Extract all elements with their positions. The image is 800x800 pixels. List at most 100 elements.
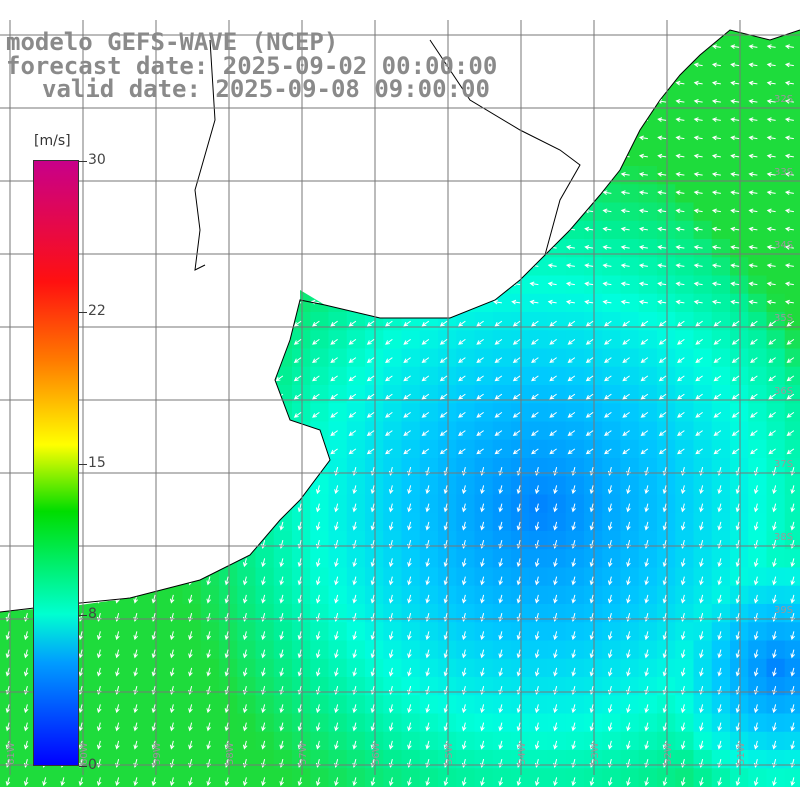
wind-arrow <box>275 375 284 382</box>
wind-cell <box>766 348 786 368</box>
wind-cell <box>784 604 800 623</box>
wind-arrow <box>584 226 594 232</box>
wind-arrow <box>602 245 612 250</box>
wind-cell <box>456 348 475 368</box>
wind-arrow <box>766 99 776 104</box>
wind-arrow <box>547 281 557 287</box>
wind-arrow <box>279 777 284 787</box>
wind-cell <box>657 166 676 185</box>
wind-arrow <box>657 135 667 141</box>
wind-arrow <box>407 503 412 513</box>
wind-cell <box>620 202 640 222</box>
wind-arrow <box>458 393 466 400</box>
wind-arrow <box>766 190 776 195</box>
wind-cell <box>748 330 767 349</box>
wind-arrow <box>516 649 522 659</box>
wind-cell <box>310 330 329 349</box>
wind-arrow <box>565 299 575 305</box>
wind-arrow <box>534 594 540 604</box>
wind-arrow <box>224 649 230 659</box>
wind-arrow <box>604 448 612 455</box>
wind-arrow <box>644 722 649 732</box>
wind-cell <box>748 366 767 386</box>
wind-arrow <box>480 631 485 641</box>
wind-cell <box>438 403 457 422</box>
wind-cell <box>511 385 530 404</box>
wind-arrow <box>589 667 595 677</box>
wind-cell <box>675 111 694 130</box>
longitude-label: 52W <box>663 742 674 765</box>
wind-arrow <box>352 503 357 513</box>
wind-cell <box>657 129 676 149</box>
wind-arrow <box>662 649 668 659</box>
wind-arrow <box>439 411 448 418</box>
wind-arrow <box>638 245 648 250</box>
wind-arrow <box>5 667 11 677</box>
wind-arrow <box>279 740 284 750</box>
wind-cell <box>638 366 658 386</box>
wind-cell <box>657 330 676 349</box>
wind-cell <box>365 366 384 386</box>
wind-arrow <box>188 667 193 677</box>
wind-arrow <box>589 649 595 659</box>
wind-arrow <box>242 722 248 732</box>
wind-arrow <box>407 521 412 531</box>
wind-cell <box>383 330 402 349</box>
wind-arrow <box>425 740 430 750</box>
wind-arrow <box>693 172 703 177</box>
wind-arrow <box>717 722 722 732</box>
longitude-labels: 61W 60W 59W 58W 57W 56W 55W 54W 53W 52W 51W <box>6 742 747 765</box>
colorbar-tick-label: 8 <box>88 606 97 622</box>
wind-arrow <box>640 320 649 327</box>
wind-arrow <box>784 153 794 159</box>
wind-arrow <box>638 190 648 195</box>
wind-arrow <box>425 521 430 531</box>
wind-arrow <box>498 503 503 513</box>
wind-arrow <box>680 704 686 714</box>
wind-cell <box>711 348 731 368</box>
wind-arrow <box>638 172 648 177</box>
wind-arrow <box>585 357 594 363</box>
wind-cell <box>657 220 676 240</box>
wind-arrow <box>567 430 576 436</box>
wind-arrow <box>443 576 449 586</box>
wind-arrow <box>735 485 741 495</box>
wind-arrow <box>78 777 84 787</box>
wind-arrow <box>403 338 411 345</box>
wind-arrow <box>370 576 376 586</box>
wind-arrow <box>553 576 558 586</box>
wind-cell <box>784 403 800 422</box>
wind-arrow <box>512 375 521 382</box>
wind-cell <box>730 257 749 276</box>
wind-arrow <box>498 521 503 531</box>
colorbar-tick-label: 15 <box>88 455 106 471</box>
wind-arrow <box>315 521 321 531</box>
wind-cell <box>711 202 731 222</box>
wind-cell <box>602 257 621 276</box>
wind-cell <box>346 385 366 404</box>
wind-arrow <box>352 631 357 641</box>
wind-cell <box>602 312 621 331</box>
wind-arrow <box>407 576 412 586</box>
wind-arrow <box>766 80 776 86</box>
wind-arrow <box>425 485 430 495</box>
wind-arrow <box>425 576 430 586</box>
wind-arrow <box>461 704 467 714</box>
wind-arrow <box>717 649 722 659</box>
wind-cell <box>456 330 475 349</box>
wind-arrow <box>662 594 668 604</box>
wind-cell <box>748 74 767 94</box>
wind-arrow <box>385 411 393 418</box>
wind-cell <box>474 366 494 386</box>
wind-arrow <box>658 448 667 455</box>
wind-cell <box>748 184 767 203</box>
wind-arrow <box>768 448 776 455</box>
wind-cell <box>529 385 548 404</box>
wind-arrow <box>750 430 758 436</box>
wind-arrow <box>790 521 795 531</box>
wind-cell <box>638 421 658 441</box>
wind-arrow <box>461 722 467 732</box>
wind-arrow <box>388 485 394 495</box>
wind-cell <box>748 312 767 331</box>
wind-arrow <box>370 503 376 513</box>
